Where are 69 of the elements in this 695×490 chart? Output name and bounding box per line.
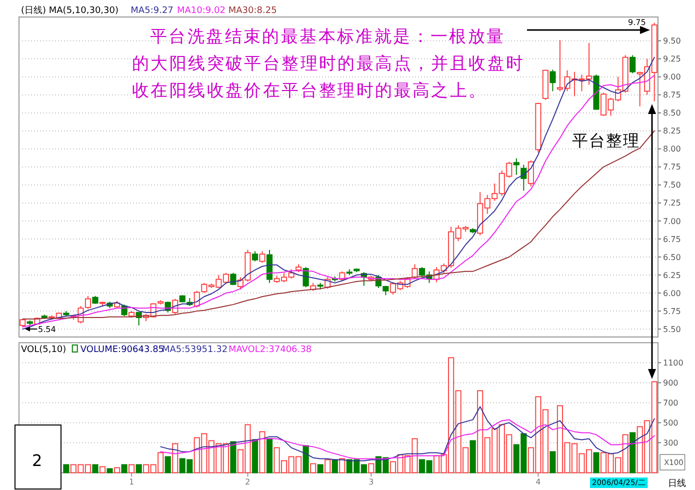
bar — [302, 445, 309, 474]
x-tick-label: 1 — [129, 478, 134, 487]
y-tick-label: 5.50 — [663, 324, 681, 334]
annotation: 的大阳线突破平台整理时的最高点，并且收盘时 — [132, 54, 525, 74]
line-series — [160, 406, 655, 462]
x-tick-label: 2 — [245, 478, 250, 487]
candlestick — [630, 54, 636, 74]
candlestick — [302, 266, 309, 288]
annotation: 收在阳线收盘价在平台整理时的最高之上。 — [132, 81, 488, 101]
y-tick-label: 8.75 — [663, 90, 681, 100]
y-tick-label: 7.25 — [663, 198, 681, 208]
y-tick-label: 6.25 — [663, 270, 681, 280]
y-tick-label: 500 — [663, 418, 678, 428]
x-tick-label: 4 — [536, 478, 541, 487]
bar — [470, 440, 476, 474]
y-tick-label: 9.50 — [663, 36, 681, 46]
y-tick-label: 700 — [663, 398, 678, 408]
bar — [164, 456, 171, 474]
y-tick-label: 8.50 — [663, 108, 681, 118]
text: MA5:53951.32 — [162, 345, 228, 355]
bar — [266, 438, 273, 474]
bar — [630, 432, 636, 474]
bar — [230, 441, 236, 474]
line-series — [160, 419, 655, 460]
candlestick — [528, 160, 534, 187]
bar — [252, 439, 258, 474]
text: MA5:9.27 — [130, 6, 174, 16]
candlestick — [513, 158, 520, 176]
y-tick-label: 6.00 — [663, 288, 681, 298]
bar — [593, 452, 600, 474]
y-tick-label: 7.75 — [663, 162, 681, 172]
y-tick-label: 8.00 — [663, 144, 681, 154]
annotation: 平台整理 — [572, 131, 640, 150]
annotation: 5.54 — [38, 325, 56, 334]
y-tick-label: 6.50 — [663, 252, 681, 262]
chart-title: VOL(5,10) — [21, 345, 66, 355]
bar — [92, 464, 98, 474]
bar — [550, 451, 556, 474]
text: 日线 — [668, 478, 686, 489]
candlestick — [550, 69, 556, 92]
bar — [332, 459, 338, 474]
annotation: 2 — [32, 451, 42, 470]
y-tick-label: 7.50 — [663, 180, 681, 190]
text: MA30:8.25 — [228, 6, 277, 16]
y-tick-label: 1100 — [663, 358, 684, 368]
y-tick-label: 9.25 — [663, 54, 681, 64]
bar — [63, 464, 70, 474]
y-tick-label: 6.75 — [663, 234, 681, 244]
text: MAVOL2:37406.38 — [228, 345, 312, 355]
candlestick — [412, 264, 418, 280]
y-tick-label: 8.25 — [663, 126, 681, 136]
y-tick-label: 5.75 — [663, 306, 681, 316]
y-tick-label: 7.00 — [663, 216, 681, 226]
y-tick-label: 900 — [663, 378, 678, 388]
y-tick-label: 9.00 — [663, 72, 681, 82]
y-tick-label: 300 — [663, 438, 678, 448]
bar — [317, 464, 324, 474]
chart-title: (日线) MA(5,10,30,30) — [21, 5, 118, 16]
x-tick-label: 3 — [368, 478, 374, 487]
annotation: 平台洗盘结束的最基本标准就是：一根放量 — [150, 27, 506, 47]
bar — [136, 464, 142, 474]
line-series — [22, 130, 655, 320]
bar — [106, 468, 113, 474]
text: MA10:9.02 — [177, 6, 226, 16]
legend-label: VOLUME:90643.85 — [80, 345, 164, 355]
bar — [121, 464, 128, 474]
candlestick — [252, 250, 258, 262]
annotation: 9.75 — [628, 18, 646, 27]
candlestick — [259, 250, 266, 264]
